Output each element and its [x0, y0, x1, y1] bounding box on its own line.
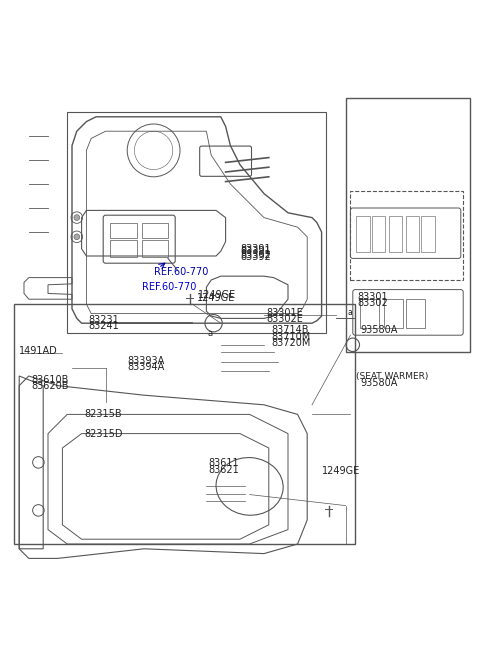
Text: 83610B: 83610B	[31, 375, 69, 385]
Text: 83392: 83392	[240, 253, 271, 262]
Text: 83720M: 83720M	[271, 338, 311, 348]
Text: 93580A: 93580A	[360, 325, 397, 335]
Text: a: a	[208, 329, 213, 338]
Text: 83301E: 83301E	[266, 308, 303, 318]
Bar	[421, 216, 435, 252]
Bar	[372, 216, 385, 252]
Bar	[406, 216, 419, 252]
Text: 83714B: 83714B	[271, 325, 309, 335]
Text: 83393A: 83393A	[127, 356, 165, 365]
Bar	[110, 240, 137, 257]
Text: 1249GE: 1249GE	[197, 293, 235, 303]
Text: 83302: 83302	[358, 298, 388, 308]
Text: 83231: 83231	[89, 315, 120, 325]
Bar	[406, 299, 425, 328]
Text: 1249GE: 1249GE	[322, 466, 360, 476]
Text: 82315B: 82315B	[84, 409, 121, 419]
Circle shape	[74, 234, 80, 239]
Text: 82315D: 82315D	[84, 428, 122, 439]
Text: 83301: 83301	[358, 292, 388, 302]
Text: 83302E: 83302E	[266, 314, 303, 324]
Bar	[360, 299, 379, 328]
Text: 93580A: 93580A	[360, 378, 397, 388]
Text: 83621: 83621	[209, 464, 240, 474]
Text: 83392: 83392	[240, 250, 271, 260]
Text: REF.60-770: REF.60-770	[142, 282, 196, 292]
Bar	[350, 191, 463, 280]
Bar	[110, 223, 137, 237]
Bar	[356, 216, 370, 252]
Text: 83394A: 83394A	[127, 362, 165, 372]
Bar	[14, 304, 355, 544]
Text: REF.60-770: REF.60-770	[154, 267, 208, 277]
Text: 83710M: 83710M	[271, 332, 311, 342]
Circle shape	[74, 215, 80, 220]
Bar	[142, 240, 168, 257]
Text: 83241: 83241	[89, 321, 120, 331]
Bar	[389, 216, 402, 252]
Text: 83611: 83611	[209, 459, 240, 468]
Text: (SEAT WARMER): (SEAT WARMER)	[356, 372, 429, 381]
Text: 1249GE: 1249GE	[198, 291, 236, 300]
Text: 1491AD: 1491AD	[19, 346, 58, 356]
Text: 83391: 83391	[240, 246, 271, 256]
Bar	[346, 98, 470, 352]
Bar	[142, 223, 168, 237]
Bar	[384, 299, 403, 328]
Text: a: a	[347, 308, 352, 317]
Text: 83391: 83391	[240, 244, 271, 254]
Text: 83620B: 83620B	[31, 381, 69, 391]
